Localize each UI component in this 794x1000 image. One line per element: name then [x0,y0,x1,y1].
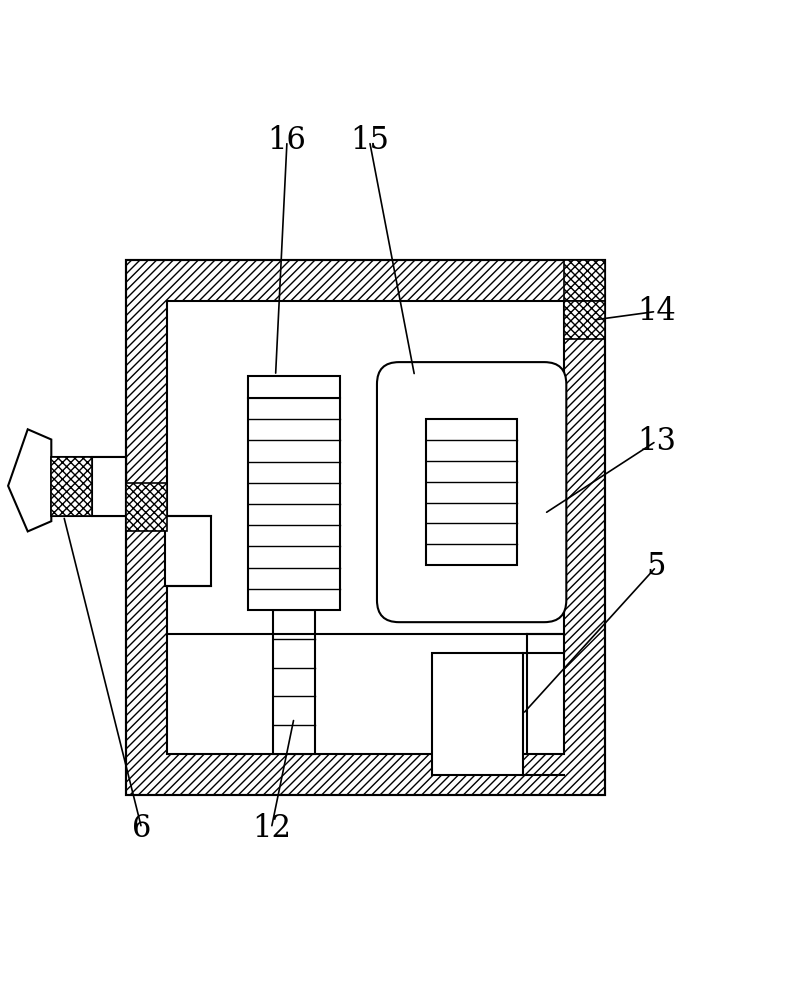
Bar [52,457,92,516]
Polygon shape [8,429,52,531]
Text: 13: 13 [637,426,676,457]
Text: 16: 16 [268,125,306,156]
Bar [126,260,605,795]
Bar [433,653,522,775]
Bar [126,260,605,795]
Text: 5: 5 [646,551,666,582]
Bar [426,419,517,565]
Bar [92,457,126,516]
Text: 15: 15 [350,125,389,156]
Bar [565,260,605,301]
FancyBboxPatch shape [377,362,566,622]
Bar [273,610,315,754]
Bar [167,301,565,754]
Bar [248,398,341,610]
Bar [248,376,341,398]
Text: 12: 12 [252,813,291,844]
Bar [126,483,167,531]
Bar [165,516,210,586]
Text: 14: 14 [637,296,676,327]
Bar [52,457,126,516]
Text: 6: 6 [132,813,152,844]
Bar [565,301,605,339]
